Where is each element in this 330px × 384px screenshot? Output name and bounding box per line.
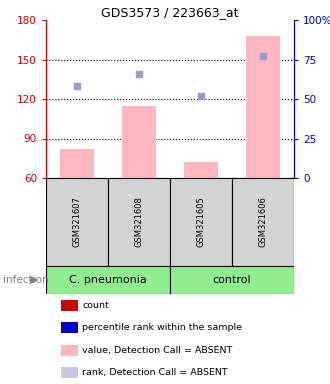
Point <box>74 83 80 89</box>
Title: GDS3573 / 223663_at: GDS3573 / 223663_at <box>101 6 239 19</box>
Bar <box>61 367 78 378</box>
Bar <box>61 322 78 333</box>
Text: percentile rank within the sample: percentile rank within the sample <box>82 323 243 332</box>
Point <box>260 53 266 59</box>
Bar <box>170 266 294 294</box>
Bar <box>232 178 294 266</box>
Bar <box>61 345 78 356</box>
Text: GSM321606: GSM321606 <box>258 197 268 247</box>
Bar <box>60 149 94 178</box>
Text: GSM321608: GSM321608 <box>135 197 144 247</box>
Text: C. pneumonia: C. pneumonia <box>69 275 147 285</box>
Bar <box>46 266 170 294</box>
Bar <box>46 178 108 266</box>
Point <box>198 93 204 99</box>
Text: GSM321605: GSM321605 <box>196 197 206 247</box>
Text: value, Detection Call = ABSENT: value, Detection Call = ABSENT <box>82 346 233 355</box>
Text: infection: infection <box>3 275 49 285</box>
Bar <box>246 36 280 178</box>
Text: GSM321607: GSM321607 <box>73 197 82 247</box>
Point <box>136 71 142 77</box>
Bar <box>61 300 78 311</box>
Text: count: count <box>82 301 109 310</box>
Bar <box>122 106 156 178</box>
Bar <box>184 162 218 178</box>
Bar <box>170 178 232 266</box>
Text: control: control <box>213 275 251 285</box>
Text: rank, Detection Call = ABSENT: rank, Detection Call = ABSENT <box>82 368 228 377</box>
Bar <box>108 178 170 266</box>
